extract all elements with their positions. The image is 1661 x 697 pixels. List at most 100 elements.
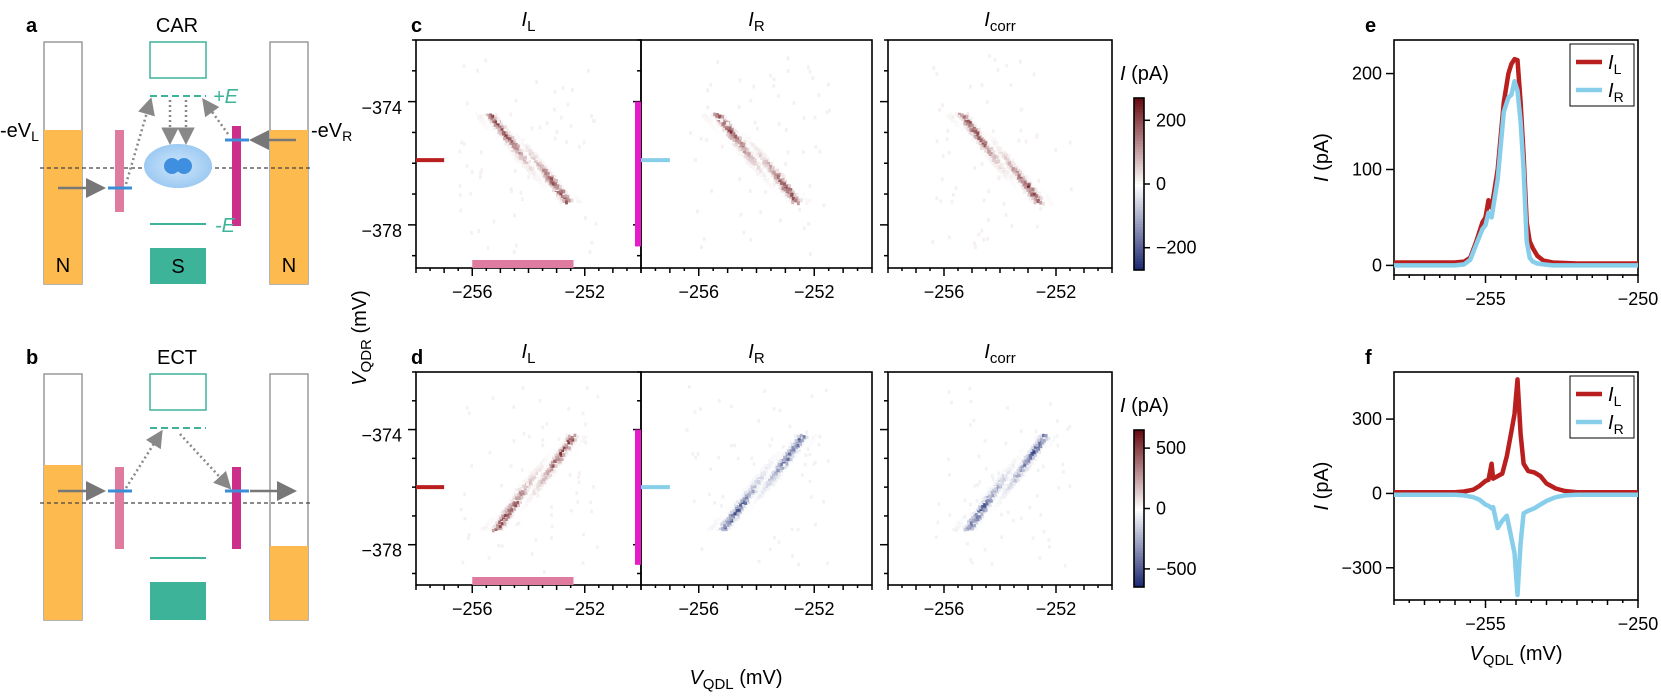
heat-cell — [558, 457, 561, 461]
heat-cell — [793, 188, 796, 192]
heat-cell-bg — [1032, 72, 1036, 77]
y-tick-label: 100 — [1352, 159, 1382, 179]
heat-cell — [1018, 456, 1021, 461]
heat-cell — [1042, 201, 1045, 206]
heat-cell-bg — [592, 485, 595, 489]
heat-cell — [537, 166, 541, 170]
heat-cell — [1042, 443, 1046, 447]
heat-cell — [486, 528, 490, 532]
legend-box — [1569, 375, 1635, 439]
y-axis-label-vqdr: VQDR (mV) — [349, 290, 375, 386]
y-axis-label: I (pA) — [1311, 133, 1333, 182]
heat-cell — [550, 448, 553, 452]
heat-cell — [730, 512, 734, 517]
heat-cell — [489, 120, 493, 125]
heat-cell — [551, 469, 555, 474]
heat-cell — [1022, 169, 1025, 173]
heat-cell-bg — [966, 542, 969, 546]
heat-cell — [759, 495, 763, 500]
heat-cell — [495, 520, 498, 525]
heat-cell-bg — [997, 471, 1000, 475]
heat-cell — [1000, 495, 1004, 499]
heat-cell-bg — [550, 536, 553, 540]
heat-cell-bg — [509, 464, 513, 468]
heat-cell-bg — [763, 152, 766, 157]
heat-cell — [728, 514, 732, 518]
heat-cell — [756, 476, 760, 480]
heat-cell — [513, 147, 517, 152]
heat-cell — [1020, 464, 1024, 469]
heat-cell — [981, 131, 985, 136]
heat-cell — [776, 175, 780, 180]
heat-cell — [758, 153, 762, 158]
heat-cell — [528, 145, 531, 149]
heat-cell — [540, 464, 544, 468]
heat-cell — [1008, 470, 1012, 474]
colorbar-step — [1134, 235, 1144, 239]
heat-cell — [500, 509, 504, 514]
heat-cell — [801, 450, 805, 454]
heat-cell — [548, 453, 552, 457]
heat-cell — [523, 505, 527, 510]
heat-cell-bg — [807, 222, 810, 226]
heat-cell-bg — [1006, 406, 1009, 410]
heat-cell — [789, 180, 793, 185]
heat-cell — [568, 446, 571, 450]
heat-cell-bg — [980, 162, 984, 166]
x-tick-label: −252 — [1036, 599, 1077, 619]
heat-cell-bg — [973, 166, 976, 170]
legend-label: IR — [1608, 412, 1624, 437]
heat-cell — [1015, 457, 1019, 462]
heat-cell — [544, 466, 547, 470]
heat-cell — [772, 186, 776, 191]
heat-cell-bg — [809, 495, 813, 499]
heat-cell — [528, 494, 531, 498]
heat-cell — [509, 125, 513, 129]
heat-cell — [717, 517, 721, 522]
heat-cell — [1007, 466, 1010, 471]
heat-cell — [733, 144, 737, 149]
heat-cell — [566, 456, 570, 460]
heat-cell — [524, 149, 528, 154]
heat-cell — [549, 473, 553, 478]
heat-cell — [973, 507, 977, 512]
heat-cell-bg — [1028, 505, 1032, 510]
heat-cell-bg — [519, 190, 523, 195]
heat-cell — [960, 121, 964, 125]
heat-cell — [1006, 471, 1010, 475]
heat-cell — [1034, 197, 1038, 202]
heat-cell-bg — [479, 171, 482, 176]
heat-cell — [1029, 448, 1032, 452]
heat-cell — [543, 463, 547, 467]
heat-cell — [1031, 182, 1035, 186]
heat-cell-bg — [1001, 487, 1005, 492]
heat-cell-bg — [582, 140, 586, 145]
heat-cell — [775, 472, 778, 476]
heat-cell-bg — [527, 175, 530, 179]
heat-cell — [1030, 199, 1034, 204]
heat-cell — [965, 131, 968, 136]
heat-cell — [501, 132, 505, 136]
heat-cell — [525, 161, 529, 166]
heat-cell — [1035, 449, 1039, 453]
colorbar-step — [1134, 258, 1144, 262]
heat-cell-bg — [827, 82, 830, 87]
left-lead-label: N — [56, 255, 70, 277]
heat-cell — [795, 187, 799, 191]
heat-cell — [1011, 182, 1015, 186]
heat-cell — [567, 434, 571, 439]
colorbar-step — [1134, 469, 1144, 473]
heat-cell — [1031, 463, 1035, 468]
heat-cell — [511, 152, 515, 156]
heat-cell — [1002, 159, 1006, 164]
heat-cell — [1012, 173, 1015, 178]
heat-cell — [1044, 199, 1048, 204]
heat-cell — [790, 442, 794, 446]
heat-cell — [486, 120, 490, 125]
heat-cell — [494, 518, 498, 522]
heat-cell — [728, 521, 731, 525]
heat-cell — [995, 479, 998, 484]
heat-cell — [735, 501, 739, 505]
colorbar-step — [1134, 518, 1144, 523]
heat-cell — [564, 447, 567, 451]
